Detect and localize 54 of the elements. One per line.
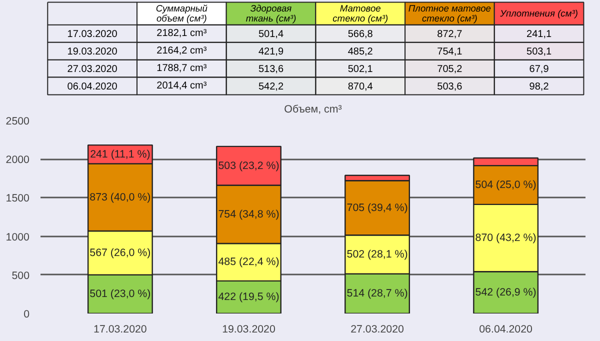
data-label: 503 (23,2 %): [218, 160, 280, 172]
data-label: 542 (26,9 %): [475, 286, 536, 299]
data-label: 872,7: [437, 29, 463, 40]
y-tick-label: 500: [12, 270, 30, 282]
x-tick-label: Здоровая ткань (см³): [246, 4, 296, 24]
data-label: 542,2: [258, 82, 284, 93]
x-tick-label: Уплотнения (см³): [499, 8, 578, 19]
data-label: 567 (26,0 %): [90, 246, 151, 259]
data-label: 2182,1 cm³: [156, 28, 208, 40]
y-tick-label: 2500: [6, 116, 30, 128]
y-tick-label: 27.03.2020: [67, 64, 118, 76]
y-tick-label: 17.03.2020: [67, 29, 118, 40]
data-label: 241 (11,1 %): [90, 148, 150, 160]
data-label: 485,2: [348, 46, 374, 58]
data-label: 873 (40,0 %): [90, 191, 151, 204]
data-label: 1788,7 cm³: [156, 63, 208, 74]
x-tick-label: Матовое стекло (см³): [332, 4, 388, 24]
data-label: 502 (28,1 %): [346, 248, 408, 260]
data-label: 2164,2 cm³: [156, 46, 208, 57]
x-tick-label: 17.03.2020: [94, 324, 147, 336]
y-tick-label: 06.04.2020: [67, 82, 118, 93]
data-label: 705 (39,4 %): [346, 202, 408, 214]
data-label: 705,2: [437, 64, 463, 76]
data-label: 2014,4 cm³: [156, 80, 208, 92]
x-tick-label: 27.03.2020: [350, 324, 404, 336]
data-label: 422 (19,5 %): [218, 291, 280, 304]
data-label: 504 (25,0 %): [475, 179, 536, 192]
y-tick-label: 1500: [6, 192, 30, 205]
data-label: 513,6: [258, 64, 284, 76]
y-tick-label: 19.03.2020: [67, 46, 118, 58]
data-label: 870,4: [348, 82, 374, 93]
x-tick-label: Суммарный объем (см³): [156, 4, 208, 24]
data-label: 98,2: [529, 82, 550, 93]
y-tick-label: 0: [24, 308, 30, 320]
data-label: 754 (34,8 %): [218, 208, 280, 220]
y-tick-label: 2000: [6, 154, 30, 166]
data-label: 501,4: [258, 29, 284, 40]
data-label: 241,1: [526, 29, 552, 40]
data-label: 754,1: [437, 46, 463, 58]
data-label: 502,1: [348, 64, 374, 76]
data-label: 421,9: [258, 46, 284, 58]
x-tick-label: 19.03.2020: [222, 324, 276, 336]
data-label: 870 (43,2 %): [475, 232, 536, 244]
data-label: 503,6: [437, 82, 463, 93]
data-label: 67,9: [529, 64, 550, 76]
data-label: 514 (28,7 %): [346, 288, 408, 300]
y-tick-label: 1000: [6, 231, 30, 244]
chart-title: Объем, cm³: [284, 104, 342, 116]
data-label: 501 (23,0 %): [90, 288, 151, 300]
x-tick-label: Плотное матовое стекло (см³): [408, 4, 491, 24]
data-label: 566,8: [348, 29, 374, 40]
data-label: 503,1: [526, 46, 552, 58]
data-label: 485 (22,4 %): [218, 256, 280, 268]
x-tick-label: 06.04.2020: [479, 324, 533, 336]
